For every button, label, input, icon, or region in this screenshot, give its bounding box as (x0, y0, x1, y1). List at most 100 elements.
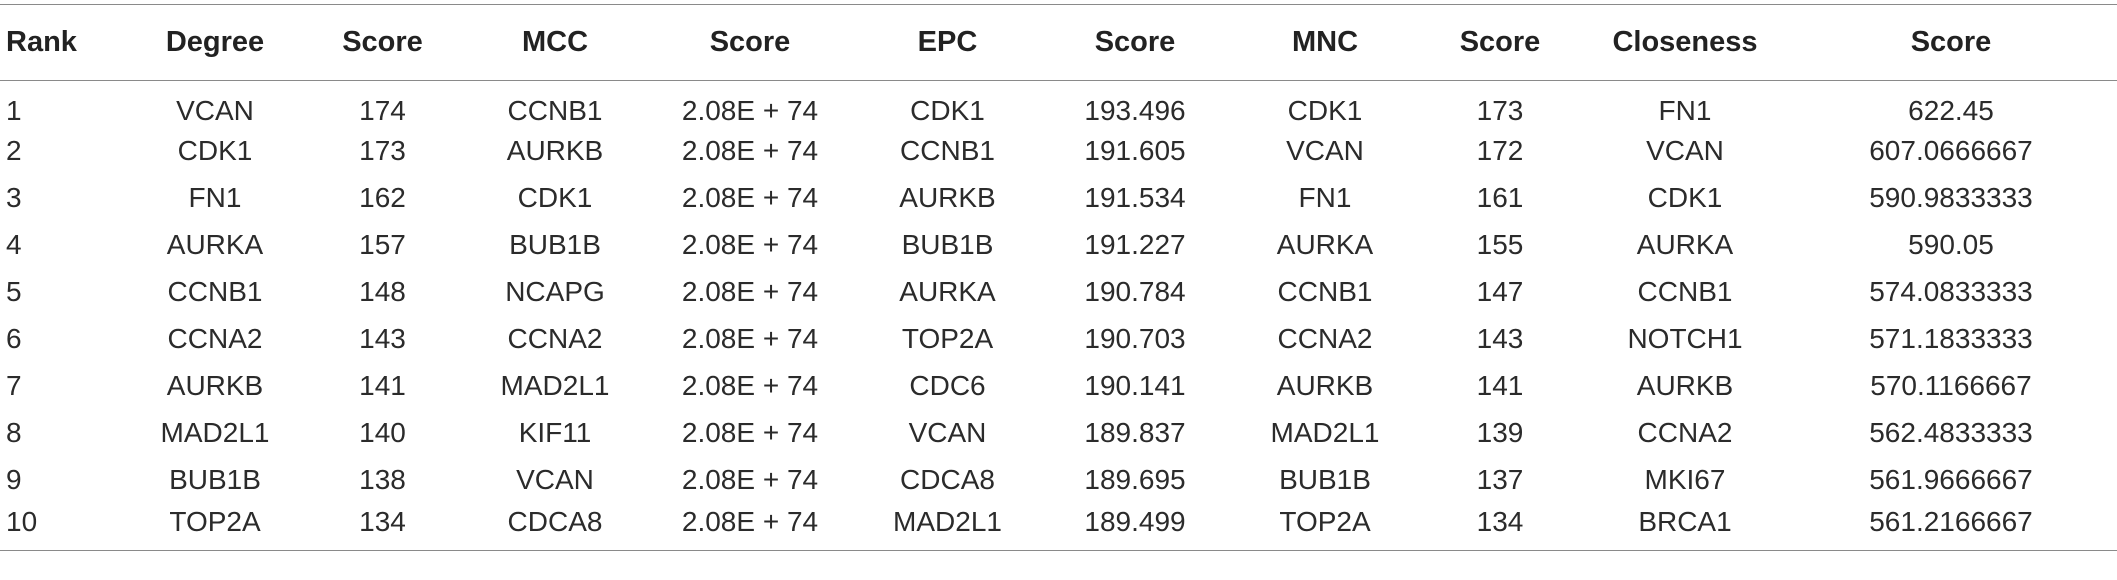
header-rank: Rank (6, 26, 77, 58)
cell-mcc-gene: NCAPG (505, 276, 605, 307)
cell-epc-gene: VCAN (908, 417, 987, 448)
cell-epc-gene: CDC6 (909, 370, 986, 401)
cell-closeness-score: 561.9666667 (1869, 464, 2033, 495)
cell-mnc-gene: AURKB (1276, 370, 1374, 401)
cell-rank: 2 (6, 135, 22, 166)
cell-closeness-gene: NOTCH1 (1627, 323, 1743, 354)
cell-mcc-gene: AURKB (506, 135, 604, 166)
table-row: 9 BUB1B 138 VCAN 2.08E + 74 CDCA8 189.69… (0, 457, 2117, 504)
cell-mcc-gene: KIF11 (518, 417, 592, 448)
cell-degree-gene: AURKA (166, 229, 264, 260)
cell-mcc-gene: CCNA2 (507, 323, 603, 354)
header-mnc-score: Score (1459, 26, 1541, 58)
table-row: 10 TOP2A 134 CDCA8 2.08E + 74 MAD2L1 189… (0, 504, 2117, 551)
hub-gene-ranking-table-container: Rank Degree Score MCC Score EPC Score MN… (0, 4, 2117, 551)
cell-closeness-score: 562.4833333 (1869, 417, 2033, 448)
cell-degree-gene: VCAN (176, 95, 254, 127)
header-epc: EPC (917, 26, 978, 58)
cell-mcc-gene: CDCA8 (507, 505, 603, 537)
header-mcc-score: Score (709, 26, 791, 58)
cell-mnc-score: 137 (1476, 464, 1524, 495)
table-row: 6 CCNA2 143 CCNA2 2.08E + 74 TOP2A 190.7… (0, 316, 2117, 363)
header-row: Rank Degree Score MCC Score EPC Score MN… (0, 4, 2117, 81)
cell-epc-gene: AURKA (899, 276, 996, 307)
cell-closeness-score: 622.45 (1908, 95, 1994, 127)
table-row: 7 AURKB 141 MAD2L1 2.08E + 74 CDC6 190.1… (0, 363, 2117, 410)
cell-mnc-gene: MAD2L1 (1270, 417, 1380, 448)
cell-mcc-score: 2.08E + 74 (681, 323, 819, 354)
cell-closeness-gene: MKI67 (1644, 464, 1726, 495)
cell-degree-gene: MAD2L1 (160, 417, 270, 448)
cell-mcc-score: 2.08E + 74 (681, 182, 819, 213)
cell-epc-gene: CDK1 (910, 95, 985, 127)
cell-degree-score: 173 (359, 135, 406, 166)
cell-rank: 1 (6, 95, 22, 127)
cell-rank: 6 (6, 323, 22, 354)
cell-closeness-score: 607.0666667 (1869, 135, 2033, 166)
cell-closeness-score: 574.0833333 (1869, 276, 2033, 307)
cell-degree-score: 141 (359, 370, 406, 401)
table-row: 8 MAD2L1 140 KIF11 2.08E + 74 VCAN 189.8… (0, 410, 2117, 457)
cell-degree-gene: AURKB (166, 370, 264, 401)
cell-mnc-score: 141 (1476, 370, 1524, 401)
cell-mcc-score: 2.08E + 74 (681, 417, 819, 448)
cell-mcc-score: 2.08E + 74 (681, 276, 819, 307)
cell-mnc-gene: AURKA (1276, 229, 1374, 260)
header-epc-score: Score (1094, 26, 1176, 58)
cell-degree-score: 162 (359, 182, 406, 213)
cell-mcc-score: 2.08E + 74 (681, 505, 819, 537)
cell-epc-score: 191.227 (1084, 229, 1186, 260)
cell-closeness-gene: AURKB (1636, 370, 1734, 401)
cell-mcc-gene: MAD2L1 (500, 370, 610, 401)
cell-mcc-score: 2.08E + 74 (681, 370, 819, 401)
cell-epc-score: 191.605 (1084, 135, 1186, 166)
cell-closeness-gene: CCNB1 (1637, 276, 1733, 307)
cell-mnc-score: 161 (1476, 182, 1524, 213)
cell-degree-gene: CCNB1 (167, 276, 263, 307)
cell-epc-score: 191.534 (1084, 182, 1186, 213)
cell-mcc-gene: VCAN (516, 464, 594, 495)
cell-epc-gene: CDCA8 (900, 464, 995, 495)
cell-mnc-gene: FN1 (1298, 182, 1352, 213)
cell-degree-gene: TOP2A (169, 505, 261, 537)
cell-epc-gene: TOP2A (901, 323, 994, 354)
cell-degree-score: 140 (359, 417, 406, 448)
cell-mcc-gene: CCNB1 (507, 95, 603, 127)
table-row: 2 CDK1 173 AURKB 2.08E + 74 CCNB1 191.60… (0, 128, 2117, 175)
cell-epc-score: 193.496 (1084, 95, 1186, 127)
cell-closeness-gene: FN1 (1658, 95, 1712, 127)
cell-mnc-score: 172 (1476, 135, 1524, 166)
cell-mcc-gene: BUB1B (509, 229, 601, 260)
cell-mnc-score: 139 (1476, 417, 1524, 448)
table-row: 3 FN1 162 CDK1 2.08E + 74 AURKB 191.534 … (0, 175, 2117, 222)
cell-epc-gene: CCNB1 (900, 135, 995, 166)
cell-mcc-score: 2.08E + 74 (681, 95, 819, 127)
cell-closeness-score: 571.1833333 (1869, 323, 2033, 354)
cell-closeness-score: 590.05 (1908, 229, 1994, 260)
table-body: 1 VCAN 174 CCNB1 2.08E + 74 CDK1 193.496… (0, 81, 2117, 551)
cell-closeness-gene: BRCA1 (1638, 505, 1732, 537)
cell-rank: 3 (6, 182, 22, 213)
cell-mnc-score: 134 (1476, 505, 1524, 537)
cell-epc-score: 189.837 (1084, 417, 1186, 448)
cell-mcc-score: 2.08E + 74 (681, 135, 819, 166)
cell-epc-gene: MAD2L1 (893, 505, 1002, 537)
cell-epc-score: 189.499 (1084, 505, 1186, 537)
cell-epc-score: 190.141 (1084, 370, 1186, 401)
cell-mnc-score: 143 (1476, 323, 1524, 354)
cell-rank: 5 (6, 276, 22, 307)
cell-mnc-score: 147 (1476, 276, 1524, 307)
cell-mnc-gene: VCAN (1286, 135, 1364, 166)
cell-epc-score: 189.695 (1084, 464, 1186, 495)
cell-mnc-score: 173 (1476, 95, 1524, 127)
cell-degree-gene: FN1 (188, 182, 242, 213)
cell-rank: 9 (6, 464, 22, 495)
header-degree: Degree (165, 26, 265, 58)
cell-degree-gene: CDK1 (177, 135, 253, 166)
cell-degree-score: 138 (359, 464, 406, 495)
cell-mnc-gene: TOP2A (1279, 505, 1371, 537)
cell-degree-score: 174 (359, 95, 406, 127)
table-header: Rank Degree Score MCC Score EPC Score MN… (0, 4, 2117, 81)
cell-closeness-gene: CCNA2 (1637, 417, 1733, 448)
cell-epc-gene: BUB1B (901, 229, 994, 260)
